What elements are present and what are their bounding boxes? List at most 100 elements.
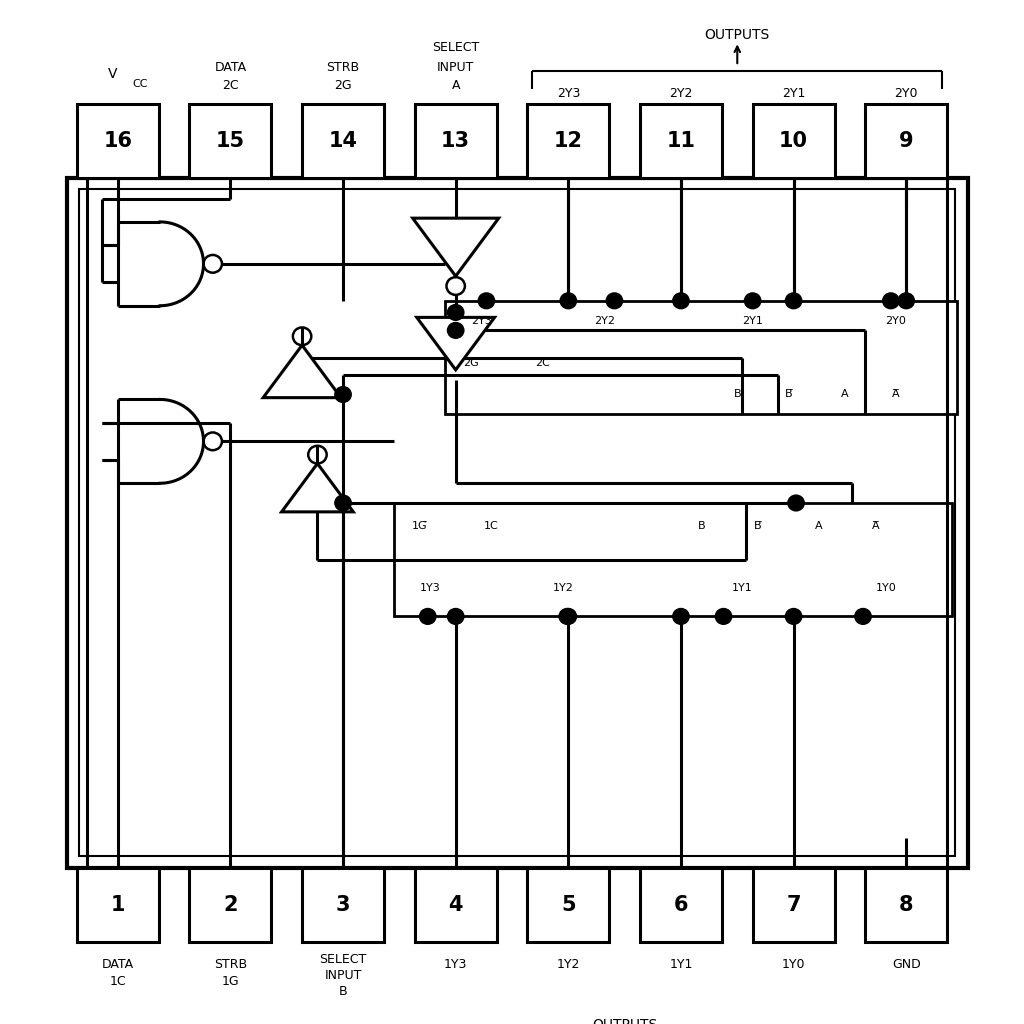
Text: 3: 3	[336, 895, 350, 914]
Text: 1Y1: 1Y1	[670, 958, 692, 971]
Text: 10: 10	[779, 130, 808, 151]
Text: 2Y0: 2Y0	[895, 87, 918, 100]
Circle shape	[898, 293, 914, 308]
Text: 2Y0: 2Y0	[886, 316, 906, 327]
Text: 1G̅: 1G̅	[412, 520, 428, 530]
Bar	[527, 103, 609, 177]
Text: 2C̅: 2C̅	[536, 358, 550, 369]
Text: 1Y3: 1Y3	[444, 958, 467, 971]
Text: B̅: B̅	[754, 520, 762, 530]
Bar	[189, 103, 271, 177]
Text: CC: CC	[132, 79, 148, 89]
Text: 1Y2: 1Y2	[553, 583, 573, 593]
Polygon shape	[263, 345, 341, 397]
Bar	[302, 868, 384, 942]
Circle shape	[855, 608, 871, 625]
Text: SELECT: SELECT	[319, 953, 367, 966]
Bar	[753, 868, 835, 942]
Circle shape	[478, 293, 495, 308]
Text: 1: 1	[111, 895, 125, 914]
Text: A̅: A̅	[892, 389, 900, 398]
Text: 11: 11	[667, 130, 695, 151]
Text: 1G: 1G	[221, 975, 240, 988]
Text: A: A	[841, 389, 849, 398]
Circle shape	[420, 608, 436, 625]
Circle shape	[447, 304, 464, 321]
Text: 2Y1: 2Y1	[742, 316, 763, 327]
Text: 1C: 1C	[110, 975, 126, 988]
Text: STRB: STRB	[327, 60, 359, 74]
Polygon shape	[413, 218, 499, 276]
Text: 12: 12	[554, 130, 583, 151]
Circle shape	[447, 323, 464, 338]
Bar	[394, 503, 952, 616]
Text: 2Y2: 2Y2	[594, 316, 614, 327]
Text: 14: 14	[329, 130, 357, 151]
Text: 1Y1: 1Y1	[732, 583, 753, 593]
Text: A: A	[815, 520, 823, 530]
Text: A̅: A̅	[871, 520, 880, 530]
Circle shape	[606, 293, 623, 308]
Circle shape	[883, 293, 899, 308]
Bar	[415, 868, 497, 942]
Text: 8: 8	[899, 895, 913, 914]
Text: B: B	[339, 985, 347, 997]
Text: 16: 16	[103, 130, 132, 151]
Text: 13: 13	[441, 130, 470, 151]
Text: 6: 6	[674, 895, 688, 914]
Text: OUTPUTS: OUTPUTS	[592, 1018, 657, 1024]
Circle shape	[744, 293, 761, 308]
Text: B̅: B̅	[784, 389, 793, 398]
Circle shape	[787, 495, 804, 511]
Bar	[865, 868, 947, 942]
Circle shape	[447, 608, 464, 625]
Text: 2Y1: 2Y1	[782, 87, 805, 100]
Text: 1C: 1C	[484, 520, 499, 530]
Polygon shape	[282, 464, 353, 512]
Text: 2Y2: 2Y2	[670, 87, 692, 100]
Text: B: B	[697, 520, 706, 530]
Text: 9: 9	[899, 130, 913, 151]
Circle shape	[673, 293, 689, 308]
Bar	[77, 103, 159, 177]
Circle shape	[716, 608, 732, 625]
Circle shape	[335, 387, 351, 402]
Bar	[79, 189, 955, 856]
Polygon shape	[417, 317, 495, 370]
Bar	[67, 177, 968, 868]
Text: INPUT: INPUT	[325, 969, 361, 982]
Bar	[640, 868, 722, 942]
Circle shape	[785, 608, 802, 625]
Text: DATA: DATA	[101, 958, 134, 971]
Bar	[302, 103, 384, 177]
Bar	[77, 868, 159, 942]
Bar	[640, 103, 722, 177]
Circle shape	[560, 608, 577, 625]
Text: B: B	[733, 389, 741, 398]
Circle shape	[673, 608, 689, 625]
Circle shape	[560, 293, 577, 308]
Text: V: V	[108, 67, 118, 81]
Text: 2Y3: 2Y3	[471, 316, 492, 327]
Bar	[189, 868, 271, 942]
Text: 15: 15	[216, 130, 245, 151]
Text: 2G̅: 2G̅	[463, 358, 479, 369]
Bar	[753, 103, 835, 177]
Circle shape	[559, 608, 575, 625]
Circle shape	[335, 495, 351, 511]
Text: INPUT: INPUT	[437, 60, 474, 74]
Text: STRB: STRB	[214, 958, 247, 971]
Bar	[445, 301, 957, 415]
Text: 5: 5	[561, 895, 575, 914]
Circle shape	[785, 293, 802, 308]
Text: 2: 2	[223, 895, 238, 914]
Text: 7: 7	[786, 895, 801, 914]
Text: 2G: 2G	[334, 79, 352, 92]
Text: GND: GND	[892, 958, 921, 971]
Text: 1Y0: 1Y0	[876, 583, 896, 593]
Text: 1Y2: 1Y2	[557, 958, 580, 971]
Text: SELECT: SELECT	[432, 41, 479, 54]
Bar	[527, 868, 609, 942]
Text: 1Y0: 1Y0	[782, 958, 805, 971]
Text: 2C: 2C	[222, 79, 239, 92]
